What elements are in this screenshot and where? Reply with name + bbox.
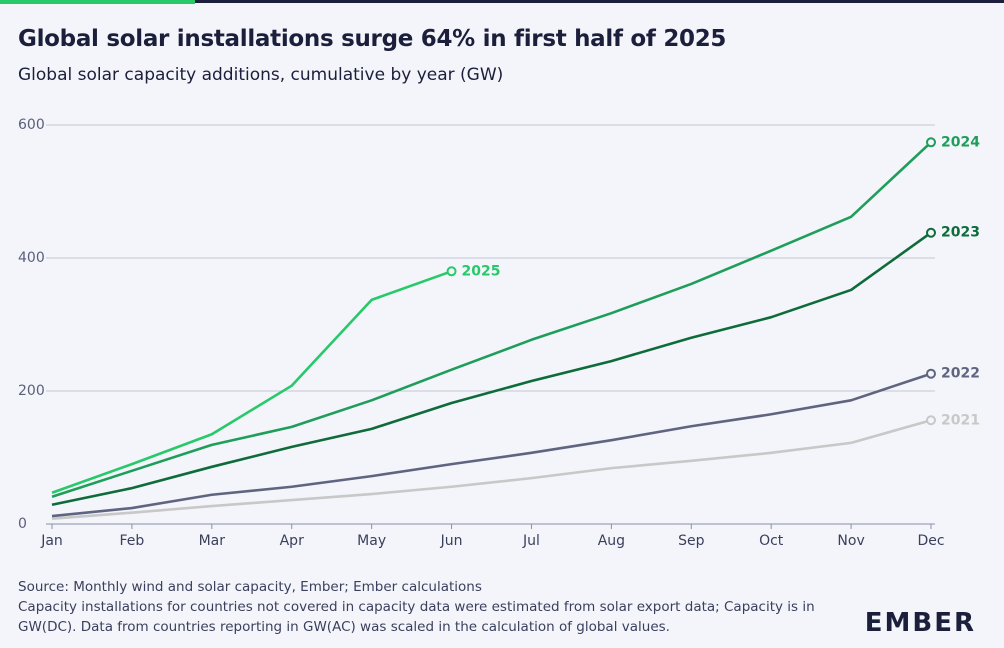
- source: Source: Monthly wind and solar capacity,…: [18, 579, 482, 595]
- y-tick-label: 400: [18, 250, 45, 266]
- end-marker: [926, 137, 936, 148]
- x-tick-label: Mar: [199, 533, 226, 549]
- x-tick-label: May: [357, 533, 386, 549]
- series-label: 2021: [941, 412, 980, 428]
- series-label: 2025: [462, 263, 501, 279]
- note: Capacity installations for countries not…: [18, 599, 815, 635]
- series-line: [51, 141, 932, 498]
- series-label: 2022: [941, 366, 980, 382]
- end-marker: [926, 415, 936, 426]
- y-tick-label: 0: [18, 516, 27, 532]
- top-accent: [0, 0, 195, 4]
- end-marker: [926, 368, 936, 379]
- x-tick-label: Jun: [440, 533, 463, 549]
- top-rule: [0, 0, 1004, 3]
- x-tick-label: Jul: [522, 533, 540, 549]
- series-line: [51, 372, 932, 518]
- end-marker: [926, 227, 936, 238]
- x-tick-label: Aug: [598, 533, 625, 549]
- x-tick-label: Apr: [280, 533, 304, 549]
- series-line: [51, 419, 932, 520]
- x-tick-label: Sep: [678, 533, 705, 549]
- x-tick-label: Jan: [40, 533, 63, 549]
- chart-title: Global solar installations surge 64% in …: [18, 26, 727, 52]
- series-line: [51, 270, 452, 494]
- x-tick-label: Oct: [759, 533, 784, 549]
- end-marker: [446, 266, 457, 277]
- x-tick-label: Nov: [837, 533, 864, 549]
- y-tick-label: 200: [18, 383, 45, 399]
- x-tick-label: Dec: [917, 533, 944, 549]
- series-label: 2024: [941, 134, 980, 150]
- y-tick-label: 600: [18, 117, 45, 133]
- logo: EMBER: [864, 608, 976, 638]
- series-label: 2023: [941, 225, 980, 241]
- series-line: [51, 231, 932, 506]
- x-tick-label: Feb: [120, 533, 145, 549]
- chart-subtitle: Global solar capacity additions, cumulat…: [18, 65, 504, 85]
